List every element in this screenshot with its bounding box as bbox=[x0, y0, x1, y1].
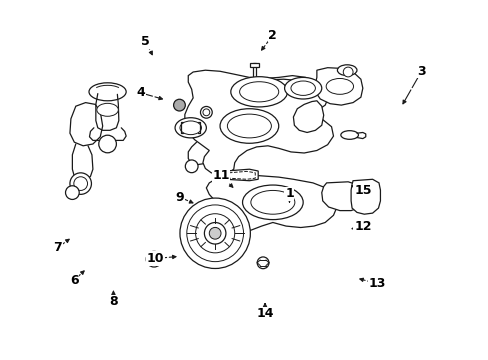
Polygon shape bbox=[228, 171, 255, 179]
Ellipse shape bbox=[340, 131, 358, 139]
Polygon shape bbox=[184, 70, 333, 175]
Ellipse shape bbox=[230, 77, 287, 107]
Text: 9: 9 bbox=[175, 191, 184, 204]
Circle shape bbox=[180, 198, 250, 269]
Circle shape bbox=[195, 214, 234, 253]
Polygon shape bbox=[243, 79, 321, 94]
Polygon shape bbox=[250, 63, 259, 67]
Text: 10: 10 bbox=[146, 252, 164, 265]
Text: 13: 13 bbox=[368, 277, 386, 290]
Text: 4: 4 bbox=[136, 86, 145, 99]
Polygon shape bbox=[253, 63, 256, 79]
Ellipse shape bbox=[89, 83, 126, 101]
Text: 15: 15 bbox=[353, 184, 371, 197]
Text: 11: 11 bbox=[212, 169, 229, 182]
Text: 2: 2 bbox=[268, 29, 277, 42]
Ellipse shape bbox=[220, 109, 278, 143]
Ellipse shape bbox=[337, 65, 356, 76]
Circle shape bbox=[99, 135, 116, 153]
Text: 14: 14 bbox=[256, 307, 273, 320]
Ellipse shape bbox=[175, 118, 206, 138]
Text: 12: 12 bbox=[353, 220, 371, 233]
Circle shape bbox=[146, 251, 162, 267]
Circle shape bbox=[257, 257, 268, 269]
Ellipse shape bbox=[239, 82, 278, 102]
Text: 7: 7 bbox=[53, 241, 62, 254]
Ellipse shape bbox=[250, 190, 294, 214]
Text: 1: 1 bbox=[285, 187, 293, 200]
Circle shape bbox=[204, 222, 225, 244]
Text: 3: 3 bbox=[416, 65, 425, 78]
Circle shape bbox=[65, 186, 79, 199]
Polygon shape bbox=[315, 68, 362, 105]
Circle shape bbox=[186, 205, 243, 262]
Circle shape bbox=[343, 67, 352, 77]
Ellipse shape bbox=[325, 78, 353, 94]
Circle shape bbox=[185, 160, 198, 173]
Circle shape bbox=[74, 177, 87, 190]
Circle shape bbox=[70, 173, 91, 194]
Polygon shape bbox=[225, 169, 258, 181]
Ellipse shape bbox=[284, 77, 321, 99]
Polygon shape bbox=[350, 179, 380, 214]
Circle shape bbox=[149, 255, 158, 264]
Ellipse shape bbox=[97, 103, 118, 116]
Polygon shape bbox=[177, 103, 182, 107]
Circle shape bbox=[200, 107, 212, 118]
Ellipse shape bbox=[180, 121, 201, 135]
Text: 8: 8 bbox=[109, 295, 118, 308]
Circle shape bbox=[209, 228, 221, 239]
Polygon shape bbox=[321, 182, 365, 211]
Ellipse shape bbox=[242, 185, 303, 220]
Polygon shape bbox=[293, 101, 323, 132]
Text: 5: 5 bbox=[141, 35, 150, 48]
Ellipse shape bbox=[290, 81, 315, 95]
Text: 6: 6 bbox=[70, 274, 79, 287]
Circle shape bbox=[173, 99, 185, 111]
Polygon shape bbox=[70, 103, 102, 146]
Ellipse shape bbox=[227, 114, 271, 138]
Circle shape bbox=[203, 109, 209, 116]
Polygon shape bbox=[206, 176, 337, 242]
